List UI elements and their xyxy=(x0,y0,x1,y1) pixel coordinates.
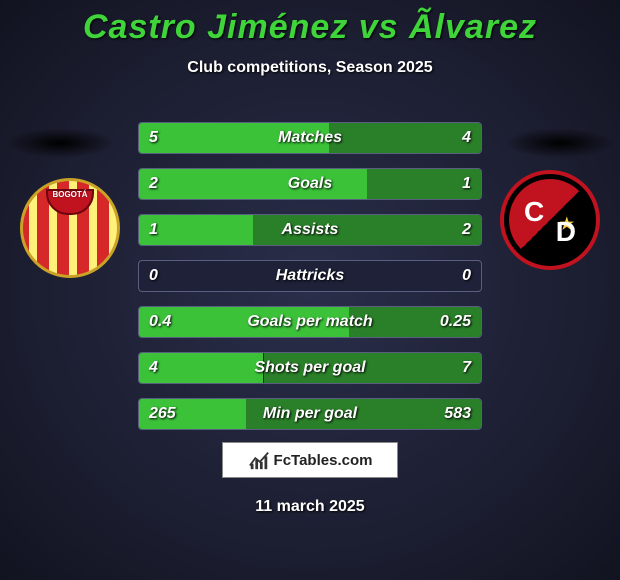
crest-right-letter-d: D xyxy=(556,216,576,248)
stat-value-left: 4 xyxy=(149,353,158,383)
stat-row: 1 2 Assists xyxy=(138,214,482,246)
chart-icon xyxy=(248,449,270,471)
stat-value-right: 2 xyxy=(462,215,471,245)
footer-brand-badge[interactable]: FcTables.com xyxy=(222,442,398,478)
stat-value-left: 265 xyxy=(149,399,176,429)
team-crest-left: BOGOTÁ xyxy=(20,178,120,278)
stat-label: Hattricks xyxy=(276,267,344,285)
team-crest-right: C ★ D xyxy=(500,170,600,270)
stat-row: 265 583 Min per goal xyxy=(138,398,482,430)
crest-left-label: BOGOTÁ xyxy=(52,190,87,199)
stat-label: Goals per match xyxy=(247,313,372,331)
stat-label: Min per goal xyxy=(263,405,357,423)
stat-row: 5 4 Matches xyxy=(138,122,482,154)
stat-value-left: 5 xyxy=(149,123,158,153)
stat-label: Goals xyxy=(288,175,332,193)
stat-row: 2 1 Goals xyxy=(138,168,482,200)
shadow-right xyxy=(505,128,615,158)
date-label: 11 march 2025 xyxy=(0,498,620,516)
stat-value-right: 0.25 xyxy=(440,307,471,337)
stat-value-right: 0 xyxy=(462,261,471,291)
page-subtitle: Club competitions, Season 2025 xyxy=(0,59,620,77)
stat-value-left: 1 xyxy=(149,215,158,245)
stat-value-left: 0 xyxy=(149,261,158,291)
crest-right-letter-c: C xyxy=(524,196,544,228)
stat-row: 0.4 0.25 Goals per match xyxy=(138,306,482,338)
page-title: Castro Jiménez vs Ãlvarez xyxy=(0,0,620,47)
stats-container: 54Matches21Goals12Assists00Hattricks0.40… xyxy=(138,122,482,430)
stat-row: 0 0 Hattricks xyxy=(138,260,482,292)
stat-label: Assists xyxy=(282,221,339,239)
stat-value-right: 1 xyxy=(462,169,471,199)
stat-value-left: 2 xyxy=(149,169,158,199)
bar-right xyxy=(329,123,481,153)
footer-brand-text: FcTables.com xyxy=(274,452,373,469)
stat-label: Shots per goal xyxy=(254,359,365,377)
stat-value-left: 0.4 xyxy=(149,307,171,337)
stat-value-right: 4 xyxy=(462,123,471,153)
shadow-left xyxy=(5,128,115,158)
stat-value-right: 583 xyxy=(444,399,471,429)
stat-value-right: 7 xyxy=(462,353,471,383)
stat-row: 4 7 Shots per goal xyxy=(138,352,482,384)
bar-left xyxy=(139,169,367,199)
stat-label: Matches xyxy=(278,129,342,147)
